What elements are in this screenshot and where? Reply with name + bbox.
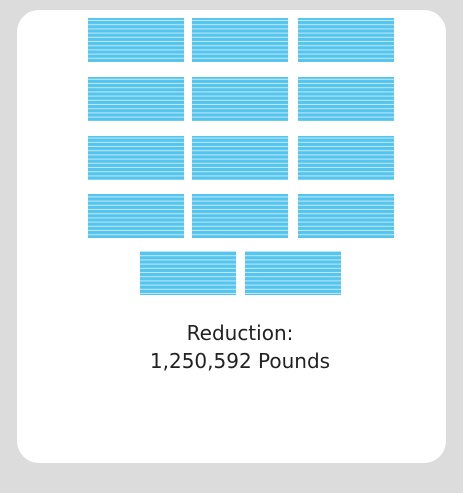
icon-block (298, 77, 394, 121)
icon-block (298, 18, 394, 62)
icon-block (192, 77, 288, 121)
icon-block (88, 136, 184, 180)
icon-block (245, 251, 341, 295)
icon-block (192, 194, 288, 238)
pictograph (88, 18, 394, 295)
label: Reduction: (187, 321, 294, 345)
amount: 1,250,592 Pounds (150, 349, 330, 373)
icon-block (140, 251, 236, 295)
icon-block (88, 77, 184, 121)
icon-block (88, 194, 184, 238)
icon-block (192, 136, 288, 180)
icon-block (298, 136, 394, 180)
icon-block (192, 18, 288, 62)
icon-block (298, 194, 394, 238)
icon-block (88, 18, 184, 62)
